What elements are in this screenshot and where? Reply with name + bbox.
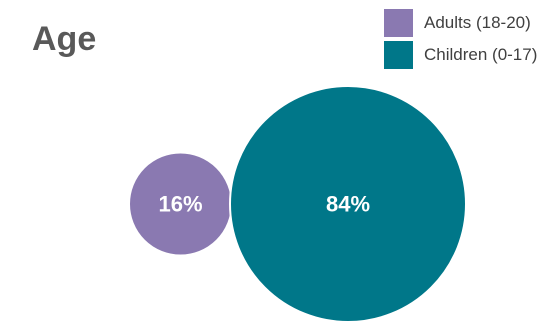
legend-label-adults: Adults (18-20) — [424, 13, 531, 32]
legend-item-children: Children (0-17) — [384, 41, 558, 69]
legend-label-children: Children (0-17) — [424, 45, 538, 64]
bubble-label-adults: 16% — [158, 192, 202, 217]
legend-item-adults: Adults (18-20) — [384, 9, 558, 37]
legend-swatch-children — [384, 41, 413, 69]
legend-swatch-adults — [384, 9, 413, 37]
chart-title: Age — [32, 20, 97, 58]
bubble-label-children: 84% — [326, 192, 370, 217]
chart-legend: Adults (18-20) Children (0-17) — [384, 9, 558, 73]
bubble-children — [229, 85, 467, 323]
